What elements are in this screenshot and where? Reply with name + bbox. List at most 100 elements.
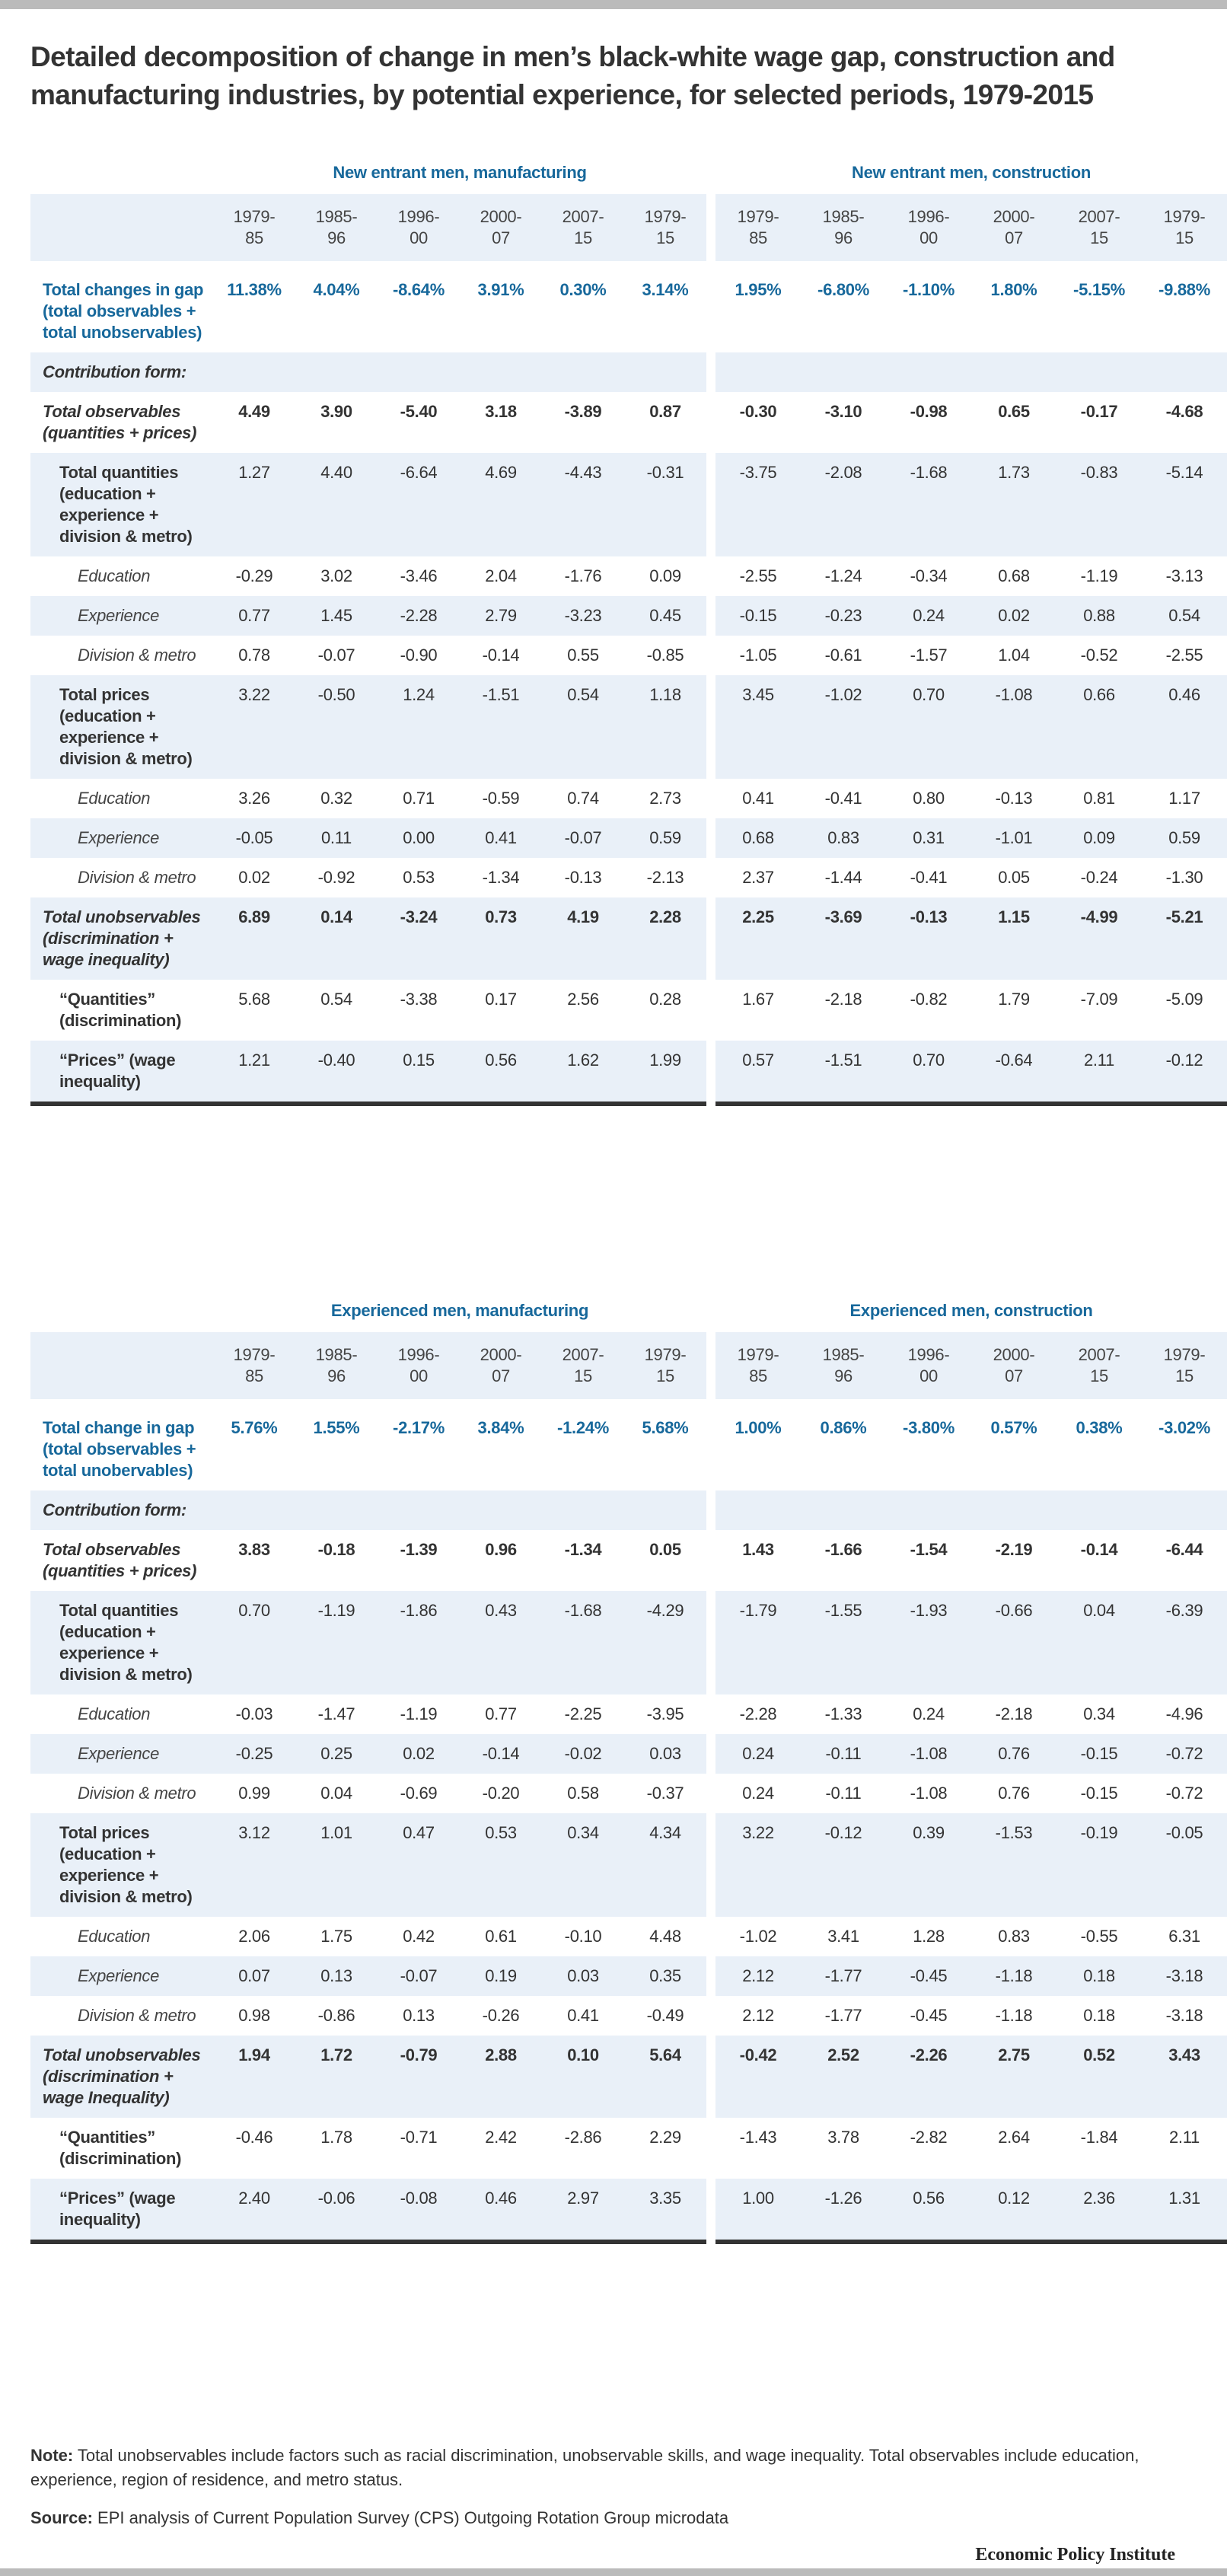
value-cell-construction: -6.80%	[817, 280, 869, 299]
table-row: “Quantities” (discrimination) 5.68 0.54 -3.…	[30, 980, 1227, 1041]
row-label: Division & metro	[78, 1784, 196, 1803]
value-cell-construction: 6.31	[1168, 1927, 1200, 1946]
value-cell-manufacturing: 0.77	[485, 1704, 517, 1723]
value-cell-construction: -3.18	[1142, 1956, 1227, 1996]
value-cell-manufacturing: 0.25	[295, 1734, 378, 1774]
value-cell-construction: -1.66	[824, 1540, 862, 1559]
value-cell-manufacturing: -1.34	[564, 1540, 602, 1559]
value-cell-construction: 0.80	[913, 789, 945, 808]
value-cell-manufacturing: 0.02	[238, 868, 270, 887]
value-cell-construction: -2.28	[739, 1704, 777, 1723]
value-cell-construction: 3.45	[715, 675, 801, 779]
value-cell-construction: -5.15%	[1073, 280, 1125, 299]
value-cell-construction: 0.70	[886, 675, 971, 779]
value-cell-construction: -5.21	[1142, 897, 1227, 980]
value-cell-manufacturing: 0.56	[460, 1041, 542, 1106]
gap-cell	[706, 1996, 715, 2036]
value-cell-construction: 0.24	[913, 1704, 945, 1723]
value-cell-construction: 2.11	[1056, 1041, 1142, 1106]
value-cell-manufacturing: -0.02	[542, 1734, 624, 1774]
value-cell-manufacturing: 1.94	[213, 2036, 295, 2118]
value-cell-construction: -0.05	[1142, 1813, 1227, 1917]
value-cell-manufacturing: 2.06	[238, 1927, 270, 1946]
period-header: 1979- 15	[1142, 1332, 1227, 1399]
value-cell-construction: 0.18	[1083, 2006, 1115, 2025]
value-cell-manufacturing	[542, 1490, 624, 1530]
value-cell-manufacturing: -1.68	[542, 1591, 624, 1694]
row-label: Total unobservables (discrimination + wa…	[30, 897, 213, 980]
period-header: 1996- 00	[886, 1332, 971, 1399]
value-cell-manufacturing: 0.03	[624, 1734, 706, 1774]
value-cell-construction: -1.02	[801, 675, 886, 779]
gap-cell	[706, 1041, 715, 1104]
row-label: Total change in gap (total observables +…	[43, 1418, 196, 1480]
value-cell-manufacturing: -4.29	[624, 1591, 706, 1694]
page-title: Detailed decomposition of change in men’…	[30, 41, 1115, 110]
value-cell-construction: 0.81	[1083, 789, 1115, 808]
value-cell-construction: 1.67	[742, 990, 774, 1009]
value-cell-manufacturing: 0.35	[624, 1956, 706, 1996]
value-cell-manufacturing: 3.84%	[477, 1418, 524, 1437]
value-cell-construction: -2.55	[739, 566, 777, 585]
value-cell-construction: -1.68	[886, 453, 971, 556]
value-cell-manufacturing: -1.34	[482, 868, 520, 887]
note-label: Note:	[30, 2446, 74, 2465]
value-cell-manufacturing: 3.91%	[477, 280, 524, 299]
value-cell-manufacturing: 1.72	[295, 2036, 378, 2118]
value-cell-construction: 1.15	[971, 897, 1056, 980]
value-cell-construction: -4.96	[1165, 1704, 1203, 1723]
value-cell-manufacturing: 5.68%	[642, 1418, 689, 1437]
epi-logo: Economic Policy Institute	[975, 2545, 1175, 2565]
value-cell-construction: 0.70	[886, 1041, 971, 1106]
period-header: 2000- 07	[971, 1332, 1056, 1399]
value-cell-manufacturing: -3.89	[564, 402, 602, 421]
value-cell-construction: -0.12	[1142, 1041, 1227, 1106]
value-cell-manufacturing: 0.28	[649, 990, 681, 1009]
row-label: Division & metro	[78, 2006, 196, 2025]
value-cell-manufacturing: -4.43	[542, 453, 624, 556]
value-cell-construction: -2.55	[1165, 646, 1203, 665]
row-label: Experience	[30, 818, 213, 858]
value-cell-manufacturing: -0.03	[235, 1704, 273, 1723]
period-header: 2000- 07	[460, 194, 542, 261]
value-cell-construction: -1.54	[910, 1540, 948, 1559]
value-cell-construction: -2.19	[995, 1540, 1033, 1559]
value-cell-manufacturing: 0.09	[649, 566, 681, 585]
value-cell-manufacturing	[213, 1490, 295, 1530]
gap-cell	[706, 556, 715, 596]
value-cell-construction	[801, 1490, 886, 1530]
value-cell-construction: -1.24	[824, 566, 862, 585]
value-cell-construction	[971, 1490, 1056, 1530]
value-cell-manufacturing: 0.41	[567, 2006, 599, 2025]
value-cell-construction: -1.18	[971, 1956, 1056, 1996]
value-cell-construction: 0.68	[998, 566, 1030, 585]
gap-cell	[706, 1956, 715, 1996]
value-cell-construction: 3.78	[827, 2128, 859, 2147]
value-cell-manufacturing: 0.10	[542, 2036, 624, 2118]
table-row: Total quantities (education + experience…	[30, 453, 1227, 556]
value-cell-construction	[1056, 352, 1142, 392]
value-cell-manufacturing: 0.74	[567, 789, 599, 808]
period-header: 1979- 85	[715, 194, 801, 261]
gap-cell	[706, 453, 715, 556]
value-cell-construction: 0.24	[886, 596, 971, 636]
gap-cell	[706, 1917, 715, 1956]
header-label-cell	[30, 194, 213, 261]
value-cell-manufacturing: -1.19	[295, 1591, 378, 1694]
value-cell-construction: -0.66	[971, 1591, 1056, 1694]
value-cell-construction: 0.04	[1056, 1591, 1142, 1694]
value-cell-construction: 2.37	[742, 868, 774, 887]
table-row: Total unobservables (discrimination + wa…	[30, 2036, 1227, 2118]
value-cell-construction: -1.08	[910, 1784, 948, 1803]
value-cell-construction: -1.05	[739, 646, 777, 665]
value-cell-manufacturing: 0.15	[378, 1041, 460, 1106]
value-cell-construction: -1.19	[1080, 566, 1118, 585]
row-label: Total changes in gap (total observables …	[43, 280, 204, 342]
table-row: “Prices” (wage inequality) 2.40 -0.06 -0.08…	[30, 2179, 1227, 2244]
value-cell-manufacturing: -0.71	[400, 2128, 438, 2147]
value-cell-construction: -1.43	[739, 2128, 777, 2147]
value-cell-manufacturing: -0.50	[295, 675, 378, 779]
table-row: Contribution form:	[30, 352, 1227, 392]
value-cell-manufacturing: 2.40	[213, 2179, 295, 2244]
value-cell-construction: -0.17	[1080, 402, 1118, 421]
